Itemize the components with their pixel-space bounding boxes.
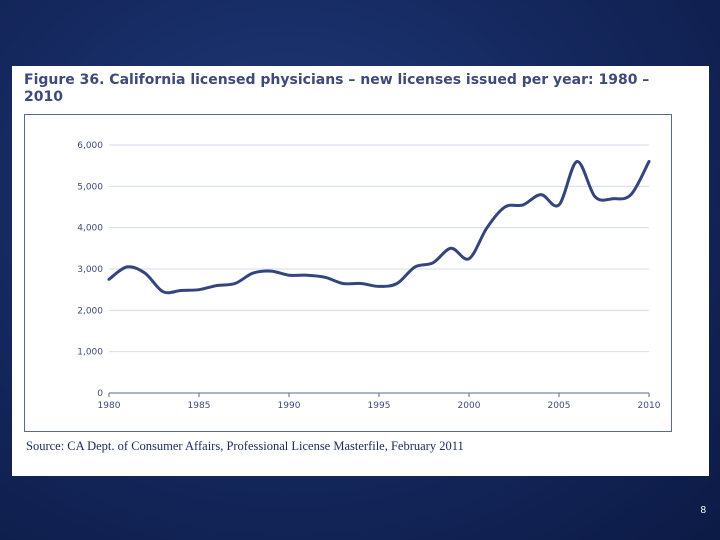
figure-title: Figure 36. California licensed physician… (24, 72, 650, 105)
x-tick-label: 1995 (368, 401, 391, 411)
x-tick-label: 1985 (188, 401, 211, 411)
chart-frame: 0 1,000 2,000 3,000 4,000 5,000 6,000 1980 1985 1… (24, 114, 672, 432)
y-tick-label: 4,000 (77, 224, 103, 234)
y-tick-label: 2,000 (77, 306, 103, 316)
line-chart: 0 1,000 2,000 3,000 4,000 5,000 6,000 1980 1985 1… (77, 141, 661, 411)
x-tick-label: 1990 (278, 401, 301, 411)
series-line (107, 160, 651, 295)
x-tick-label: 2000 (458, 401, 481, 411)
source-note: Source: CA Dept. of Consumer Affairs, Pr… (26, 439, 464, 453)
x-tick-label: 1980 (98, 401, 121, 411)
y-tick-label: 1,000 (77, 348, 103, 358)
y-tick-label: 6,000 (77, 141, 103, 151)
y-tick-label: 0 (97, 389, 103, 399)
y-tick-label: 3,000 (77, 265, 103, 275)
y-tick-label: 5,000 (77, 182, 103, 192)
x-tick-label: 2005 (548, 401, 571, 411)
figure-panel: Figure 36. California licensed physician… (12, 66, 709, 476)
x-tick-label: 2010 (638, 401, 661, 411)
page-number: 8 (700, 505, 706, 516)
